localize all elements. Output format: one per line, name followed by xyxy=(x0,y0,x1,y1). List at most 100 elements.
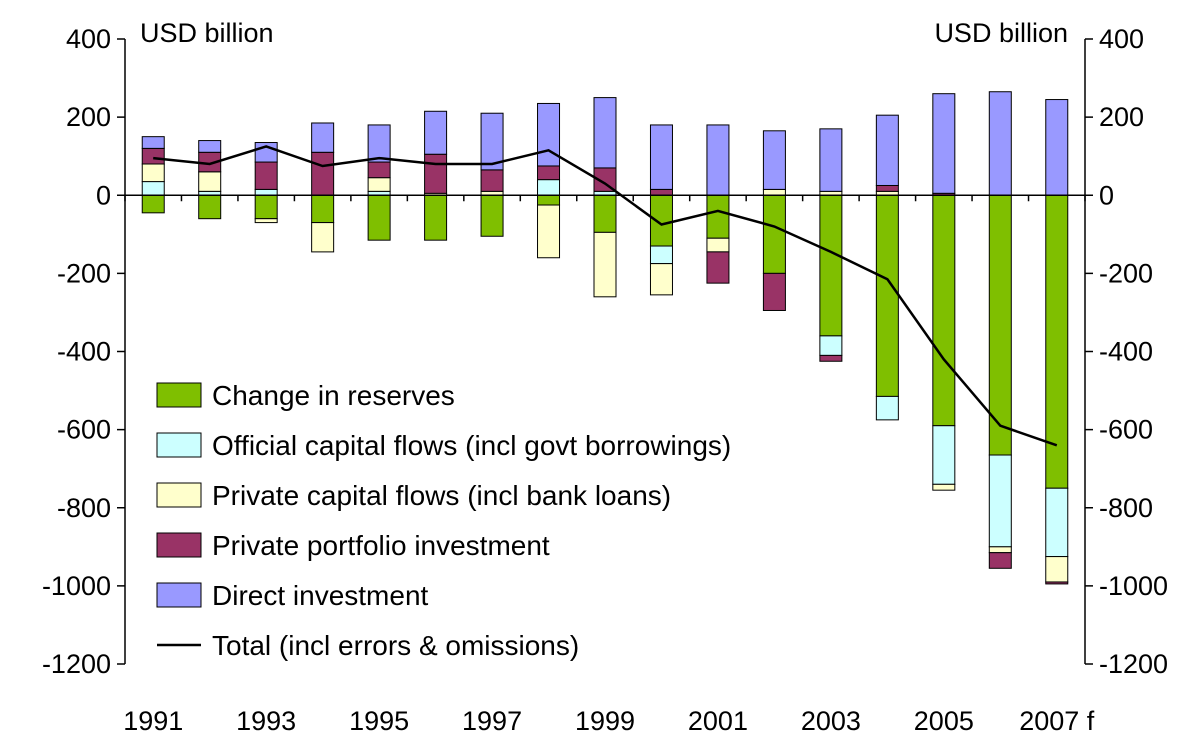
bar-segment xyxy=(706,251,730,284)
bar-segment xyxy=(649,263,673,296)
bar-segment xyxy=(649,124,673,190)
bar-segment xyxy=(819,194,843,337)
legend-label: Private portfolio investment xyxy=(212,530,550,561)
bar-segment xyxy=(932,194,956,427)
x-tick-label: 1993 xyxy=(236,706,296,733)
bar-segment xyxy=(762,130,786,190)
bar-segment xyxy=(875,114,899,186)
left-y-tick-label: -1000 xyxy=(42,571,111,601)
total-line-group xyxy=(153,145,1058,447)
left-y-tick-label: -400 xyxy=(57,337,111,367)
right-y-tick-label: 200 xyxy=(1099,102,1144,132)
bar-segment xyxy=(988,454,1012,548)
right-y-tick-label: -1200 xyxy=(1099,649,1168,679)
bar-segment xyxy=(1045,556,1069,583)
bar-segment xyxy=(932,483,956,491)
legend-swatch xyxy=(156,382,202,408)
bar-segment xyxy=(706,237,730,253)
bar-segment xyxy=(367,194,391,241)
bar-segment xyxy=(932,93,956,194)
right-y-tick-label: -400 xyxy=(1099,337,1153,367)
right-y-tick-label: 400 xyxy=(1099,24,1144,54)
bar-segment xyxy=(141,163,165,183)
bar-segment xyxy=(480,112,504,171)
bar-segment xyxy=(367,161,391,179)
bar-segment xyxy=(254,194,278,220)
bar-segment xyxy=(988,91,1012,196)
bar-segment xyxy=(819,335,843,356)
legend-label: Total (incl errors & omissions) xyxy=(212,630,579,661)
x-tick-label: 2001 xyxy=(688,706,748,733)
bar-segment xyxy=(537,179,561,196)
bar-segment xyxy=(649,245,673,265)
x-tick-label: 1997 xyxy=(462,706,522,733)
bar-segment xyxy=(537,165,561,181)
bar-segment xyxy=(480,194,504,237)
zero-line-group xyxy=(124,194,1086,202)
bar-segment xyxy=(311,194,335,224)
bar-segment xyxy=(537,102,561,167)
bar-segment xyxy=(1045,487,1069,558)
bar-segment xyxy=(198,171,222,192)
left-y-tick-label: -800 xyxy=(57,493,111,523)
bar-segment xyxy=(762,194,786,274)
bar-segment xyxy=(141,147,165,165)
bar-segment xyxy=(593,97,617,169)
bar-segment xyxy=(367,124,391,163)
legend-label: Private capital flows (incl bank loans) xyxy=(212,480,671,511)
left-y-tick-label: 400 xyxy=(66,24,111,54)
bar-segment xyxy=(141,194,165,214)
tick-labels: 400 400 200 200 0 0 -200 -200 -400 -400 -600 -600 -8… xyxy=(42,24,1168,733)
left-y-tick-label: 200 xyxy=(66,102,111,132)
left-y-tick-label: 0 xyxy=(96,180,111,210)
bar-segment xyxy=(141,136,165,149)
left-y-tick-label: -200 xyxy=(57,258,111,288)
axes xyxy=(117,38,1093,665)
bar-segment xyxy=(875,395,899,421)
bar-segment xyxy=(988,546,1012,554)
bar-segment xyxy=(706,124,730,196)
bar-segment xyxy=(141,181,165,196)
x-tick-label: 2005 xyxy=(914,706,974,733)
legend-label: Change in reserves xyxy=(212,380,455,411)
legend-swatch xyxy=(156,532,202,558)
bar-segment xyxy=(593,194,617,233)
bar-segment xyxy=(198,194,222,220)
bar-segment xyxy=(198,140,222,153)
x-tick-label: 2003 xyxy=(801,706,861,733)
left-y-tick-label: -1200 xyxy=(42,649,111,679)
right-unit-label: USD billion xyxy=(934,18,1068,48)
bar-segment xyxy=(254,218,278,224)
right-y-tick-label: 0 xyxy=(1099,180,1114,210)
bar-segment xyxy=(424,153,448,194)
bar-segment xyxy=(649,194,673,247)
left-y-tick-label: -600 xyxy=(57,415,111,445)
bar-segment xyxy=(819,354,843,362)
right-y-tick-label: -800 xyxy=(1099,493,1153,523)
bar-segment xyxy=(762,272,786,311)
bar-segment xyxy=(254,188,278,196)
x-tick-label: 1995 xyxy=(349,706,409,733)
bar-segment xyxy=(875,184,899,192)
legend: Change in reserves Official capital flows… xyxy=(156,380,731,661)
x-tick-label: 1999 xyxy=(575,706,635,733)
bar-segment xyxy=(762,188,786,196)
x-tick-label: 2007 f xyxy=(1019,706,1095,733)
left-unit-label: USD billion xyxy=(140,18,274,48)
legend-swatch xyxy=(156,432,202,458)
legend-label: Direct investment xyxy=(212,580,429,611)
bar-segment xyxy=(254,161,278,190)
bar-segment xyxy=(311,122,335,153)
bar-segment xyxy=(1045,581,1069,585)
right-y-tick-label: -200 xyxy=(1099,258,1153,288)
bar-segment xyxy=(480,169,504,192)
bar-segment xyxy=(875,194,899,397)
legend-label: Official capital flows (incl govt borrow… xyxy=(212,430,731,461)
right-y-tick-label: -1000 xyxy=(1099,571,1168,601)
bar-segment xyxy=(311,222,335,253)
bar-segment xyxy=(988,552,1012,569)
bar-segment xyxy=(367,177,391,192)
bars xyxy=(141,91,1069,585)
bar-segment xyxy=(537,194,561,206)
